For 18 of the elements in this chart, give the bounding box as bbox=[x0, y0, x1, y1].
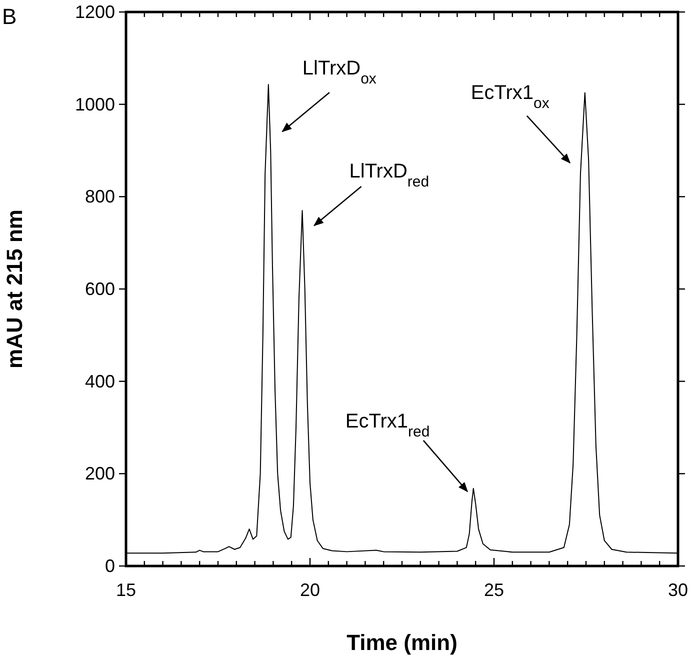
chart-title: B bbox=[2, 4, 17, 29]
y-tick-label: 1200 bbox=[74, 2, 115, 22]
y-tick-label: 0 bbox=[104, 556, 115, 576]
y-tick-label: 1000 bbox=[74, 94, 115, 114]
x-tick-label: 15 bbox=[116, 580, 136, 600]
annotation: EcTrx1$_{ox}$ bbox=[470, 82, 550, 112]
annotation: LlTrxD$_{ox}$ bbox=[302, 57, 377, 87]
annotation: LlTrxD$_{red}$ bbox=[349, 160, 430, 190]
y-axis-title: mAU at 215 nm bbox=[2, 210, 27, 368]
x-tick-label: 20 bbox=[300, 580, 320, 600]
y-tick-label: 400 bbox=[84, 371, 115, 392]
x-tick-label: 25 bbox=[484, 580, 504, 600]
y-tick-label: 600 bbox=[84, 279, 115, 299]
x-tick-label: 30 bbox=[668, 580, 688, 600]
y-tick-label: 200 bbox=[84, 464, 115, 484]
x-axis-title: Time (min) bbox=[346, 630, 458, 655]
y-tick-label: 800 bbox=[84, 186, 115, 207]
annotation: EcTrx1$_{red}$ bbox=[345, 410, 430, 440]
